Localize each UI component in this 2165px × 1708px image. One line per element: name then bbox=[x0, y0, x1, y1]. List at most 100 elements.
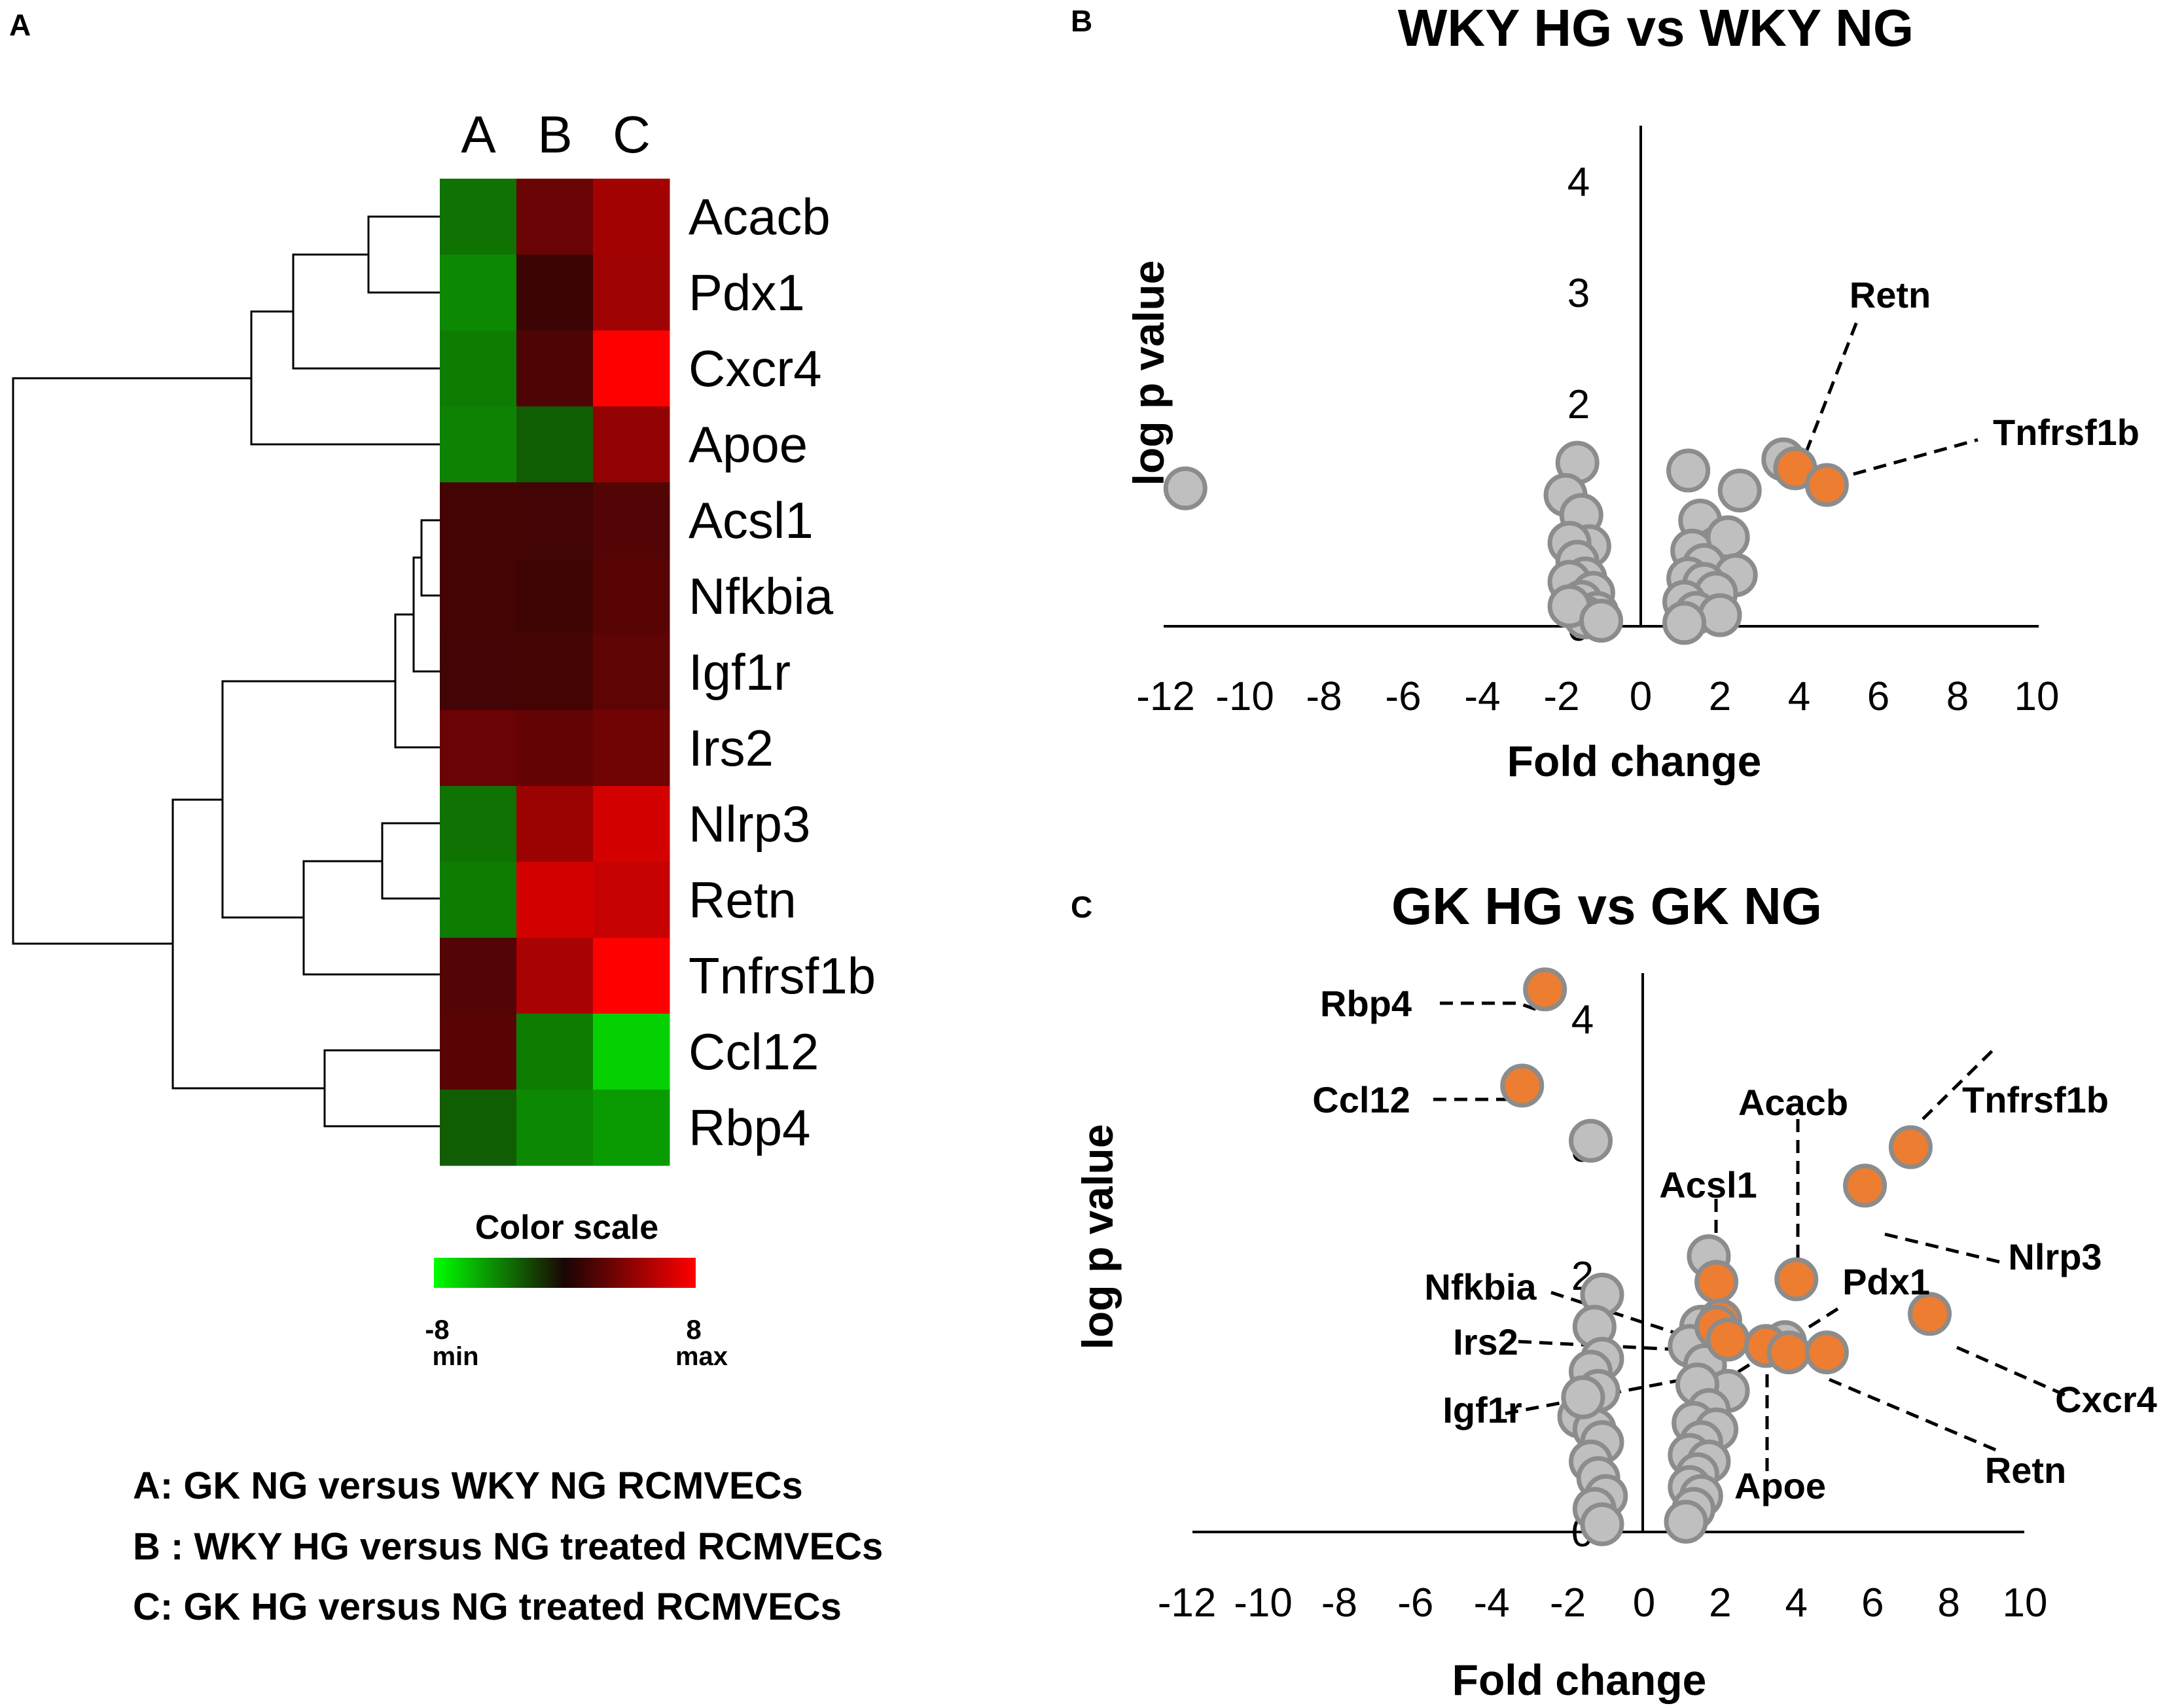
heatmap-cell bbox=[593, 255, 670, 331]
heatmap-cell bbox=[516, 786, 594, 863]
heatmap-cell bbox=[440, 710, 517, 787]
dendrogram-link bbox=[420, 519, 440, 597]
gene-point bbox=[1666, 448, 1711, 493]
heatmap-cell bbox=[440, 862, 517, 938]
dendrogram-link bbox=[12, 377, 251, 945]
gene-label: Cxcr4 bbox=[2055, 1379, 2157, 1420]
x-tick-label: -8 bbox=[1306, 674, 1342, 719]
highlight-point bbox=[1500, 1063, 1545, 1108]
gene-point bbox=[1561, 1375, 1605, 1419]
gene-point bbox=[1163, 466, 1208, 510]
heatmap-cell bbox=[593, 938, 670, 1014]
volcano-wky-title: WKY HG vs WKY NG bbox=[1398, 0, 1914, 57]
x-tick-label: 6 bbox=[1861, 1580, 1884, 1626]
leader-nfkbia bbox=[1550, 1290, 1692, 1340]
heatmap-cell bbox=[593, 786, 670, 863]
x-tick-label: 0 bbox=[1630, 674, 1652, 719]
volcano-gk-title: GK HG vs GK NG bbox=[1391, 877, 1822, 935]
heatmap-cell bbox=[593, 1090, 670, 1166]
leader-cxcr4 bbox=[1956, 1345, 2068, 1398]
heatmap-cell bbox=[440, 255, 517, 331]
highlight-point bbox=[1843, 1164, 1888, 1208]
heatmap-row-label: Irs2 bbox=[689, 719, 774, 777]
color-scale-bar bbox=[434, 1258, 696, 1288]
gene-point bbox=[1579, 599, 1623, 643]
gene-point bbox=[1580, 1502, 1624, 1546]
gene-label: Pdx1 bbox=[1842, 1261, 1930, 1302]
panel-letter-a: A bbox=[9, 8, 31, 42]
heatmap-cell bbox=[440, 786, 517, 863]
dendrogram-link bbox=[221, 680, 395, 919]
x-tick-label: 10 bbox=[2014, 674, 2060, 719]
heatmap-row-label: Rbp4 bbox=[689, 1099, 810, 1156]
heatmap-cell bbox=[516, 482, 594, 559]
panel-letter-b: B bbox=[1071, 4, 1092, 38]
x-tick-label: 2 bbox=[1709, 674, 1731, 719]
dendrogram-link bbox=[292, 253, 440, 370]
panel-letter-c: C bbox=[1071, 890, 1092, 924]
heatmap-row-labels: Acacb Pdx1 Cxcr4 Apoe Acsl1 Nfkbia Igf1r Irs2 Nl… bbox=[689, 188, 876, 1156]
heatmap-cell bbox=[516, 862, 594, 938]
heatmap-cell bbox=[440, 938, 517, 1014]
heatmap-cell bbox=[593, 634, 670, 711]
leader-retn bbox=[1829, 1378, 2000, 1453]
highlight-point bbox=[1694, 1260, 1739, 1304]
volcano-gk-y-label: log p value bbox=[1073, 1124, 1122, 1350]
heatmap-row-label: Cxcr4 bbox=[689, 340, 822, 397]
heatmap-row-label: Tnfrsf1b bbox=[689, 947, 876, 1005]
dendrogram-link bbox=[250, 310, 440, 446]
highlight-point bbox=[1774, 1257, 1819, 1302]
y-tick-label: 2 bbox=[1567, 382, 1590, 427]
heatmap-cell bbox=[516, 1090, 594, 1166]
gene-label: Igf1r bbox=[1442, 1389, 1522, 1431]
x-tick-label: -8 bbox=[1321, 1580, 1357, 1626]
dendrogram bbox=[12, 215, 440, 1128]
volcano-gk-x-ticks: -12 -10 -8 -6 -4 -2 0 2 4 6 8 10 bbox=[1158, 1580, 2048, 1626]
heatmap-cell bbox=[516, 634, 594, 711]
volcano-wky-leaders bbox=[1797, 316, 1978, 482]
heatmap-cell bbox=[593, 482, 670, 559]
heatmap-cell bbox=[516, 255, 594, 331]
gene-label: Retn bbox=[1850, 274, 1931, 315]
x-tick-label: 2 bbox=[1709, 1580, 1731, 1626]
gene-label: Tnfrsf1b bbox=[1962, 1079, 2109, 1120]
volcano-wky-points bbox=[1163, 437, 1849, 645]
gene-label: Irs2 bbox=[1453, 1321, 1518, 1362]
gene-label: Acacb bbox=[1738, 1082, 1848, 1123]
gene-label: Apoe bbox=[1734, 1465, 1826, 1506]
gene-label: Retn bbox=[1985, 1450, 2066, 1491]
highlight-point bbox=[1523, 967, 1567, 1012]
highlight-point bbox=[1908, 1292, 1952, 1336]
color-scale-max-value: 8 bbox=[686, 1314, 701, 1345]
leader-tnfrsf1b bbox=[1833, 438, 1978, 482]
volcano-wky-x-ticks: -12 -10 -8 -6 -4 -2 0 2 4 6 8 10 bbox=[1136, 674, 2059, 719]
heatmap-row-label: Nfkbia bbox=[689, 567, 834, 625]
heatmap-cell bbox=[440, 558, 517, 635]
heatmap-cell bbox=[440, 634, 517, 711]
gene-point bbox=[1664, 1499, 1708, 1544]
highlight-point bbox=[1888, 1125, 1933, 1169]
color-scale-min-text: min bbox=[432, 1342, 478, 1371]
dendrogram-link bbox=[323, 1049, 440, 1128]
heatmap-cell bbox=[516, 1014, 594, 1090]
volcano-gk-gene-labels: Rbp4 Ccl12 Tnfrsf1b Nlrp3 Acsl1 Acacb Cx… bbox=[1312, 983, 2157, 1506]
x-tick-label: -10 bbox=[1234, 1580, 1293, 1626]
y-tick-label: 4 bbox=[1571, 997, 1594, 1042]
gene-label: Ccl12 bbox=[1312, 1079, 1410, 1120]
dendrogram-link bbox=[302, 860, 440, 976]
heatmap-cell bbox=[593, 179, 670, 255]
heatmap-row-label: Ccl12 bbox=[689, 1023, 819, 1080]
x-tick-label: -2 bbox=[1550, 1580, 1586, 1626]
leader-rbp4 bbox=[1440, 1001, 1543, 1014]
x-tick-label: 6 bbox=[1867, 674, 1889, 719]
y-tick-label: 3 bbox=[1567, 271, 1590, 316]
heatmap-column-labels: A B C bbox=[461, 105, 651, 164]
x-tick-label: 4 bbox=[1785, 1580, 1808, 1626]
comparison-legend-c: C: GK HG versus NG treated RCMVECs bbox=[133, 1586, 842, 1628]
heatmap-row-label: Nlrp3 bbox=[689, 795, 810, 853]
heatmap-cell bbox=[440, 330, 517, 407]
highlight-point bbox=[1766, 1330, 1811, 1375]
heatmap-cell bbox=[440, 1090, 517, 1166]
heatmap-cell bbox=[440, 482, 517, 559]
gene-label: Acsl1 bbox=[1659, 1164, 1757, 1205]
